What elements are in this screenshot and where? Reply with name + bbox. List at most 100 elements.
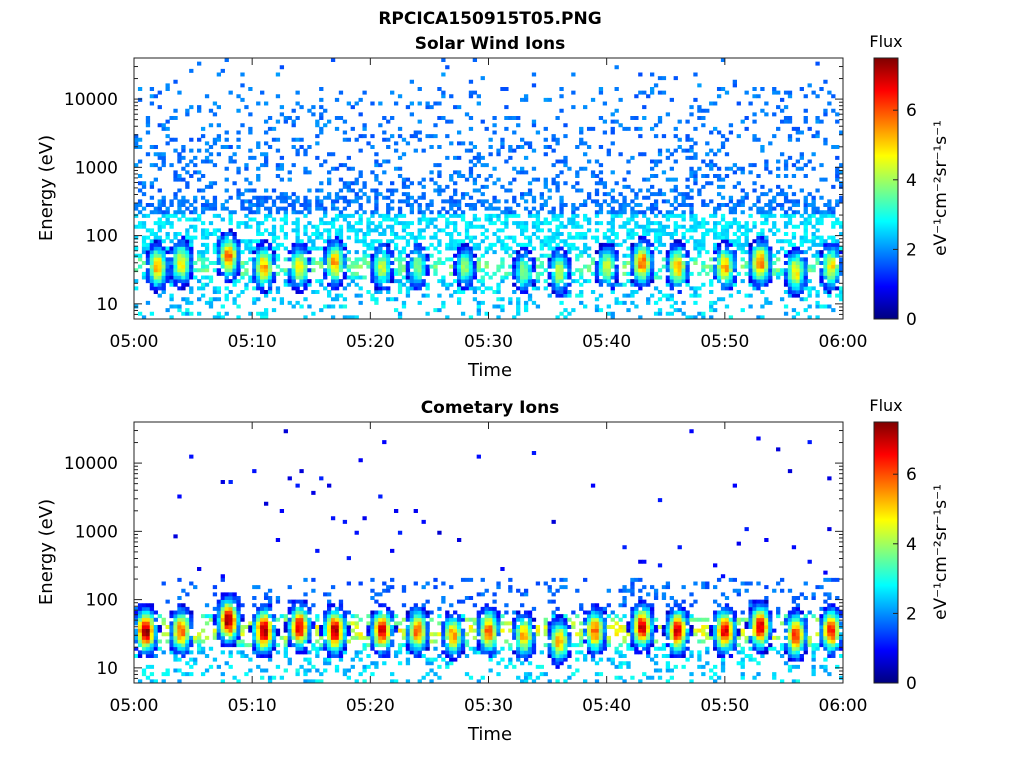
heatmap-cell <box>303 195 308 200</box>
heatmap-cell <box>598 293 604 298</box>
heatmap-cell <box>724 239 730 244</box>
heatmap-cell <box>386 635 391 640</box>
heatmap-cell <box>728 130 734 135</box>
heatmap-cell <box>323 304 328 309</box>
heatmap-cell <box>228 614 233 619</box>
heatmap-cell <box>330 603 336 608</box>
heatmap-cell <box>374 192 379 197</box>
heatmap-cell <box>350 188 355 193</box>
heatmap-cell <box>456 213 462 218</box>
heatmap-cell <box>492 166 497 171</box>
heatmap-cell <box>716 184 722 189</box>
heatmap-cell <box>575 293 580 298</box>
heatmap-cell <box>354 635 359 640</box>
heatmap-cell <box>630 250 635 255</box>
cometary-heatmap <box>134 429 844 684</box>
heatmap-cell <box>539 203 544 207</box>
heatmap-cell <box>590 235 596 240</box>
heatmap-cell <box>736 221 741 226</box>
heatmap-cell <box>610 221 615 226</box>
heatmap-cell <box>783 304 789 309</box>
heatmap-cell <box>338 599 344 604</box>
heatmap-cell <box>401 177 407 182</box>
heatmap-cell <box>456 264 462 269</box>
heatmap-cell <box>260 232 265 236</box>
heatmap-cell <box>728 242 734 247</box>
heatmap-cell <box>224 137 229 142</box>
heatmap-cell <box>279 228 285 233</box>
heatmap-cell <box>752 282 757 287</box>
heatmap-cell <box>307 657 312 662</box>
heatmap-cell <box>464 271 470 276</box>
heatmap-cell <box>401 221 407 226</box>
heatmap-cell <box>464 232 470 236</box>
heatmap-cell <box>279 614 285 619</box>
heatmap-cell <box>606 268 611 273</box>
heatmap-cell <box>799 152 804 157</box>
heatmap-cell <box>634 213 639 218</box>
heatmap-cell <box>263 606 269 611</box>
heatmap-cell <box>752 181 757 186</box>
heatmap-cell <box>520 275 525 280</box>
heatmap-cell <box>425 661 430 666</box>
heatmap-cell <box>244 654 249 658</box>
heatmap-cell <box>240 639 245 644</box>
heatmap-cell <box>141 672 147 677</box>
heatmap-cell <box>449 242 454 247</box>
heatmap-cell <box>252 279 257 284</box>
heatmap-cell <box>177 246 182 251</box>
heatmap-cell <box>382 654 387 658</box>
heatmap-cell <box>362 257 367 262</box>
heatmap-cell <box>531 119 537 124</box>
heatmap-cell <box>791 275 797 280</box>
heatmap-cell <box>157 239 162 244</box>
heatmap-cell <box>181 311 186 316</box>
heatmap-cell <box>791 210 797 215</box>
heatmap-cell <box>275 632 281 637</box>
heatmap-cell <box>319 632 324 637</box>
heatmap-cell <box>559 170 564 175</box>
heatmap-cell <box>212 315 218 320</box>
heatmap-cell <box>165 213 170 218</box>
heatmap-cell <box>224 610 229 615</box>
heatmap-cell <box>299 650 304 655</box>
heatmap-cell <box>736 203 741 207</box>
heatmap-cell <box>831 286 836 291</box>
heatmap-cell <box>256 264 261 269</box>
heatmap-cell <box>523 170 529 175</box>
heatmap-cell <box>839 184 844 189</box>
heatmap-cell <box>768 170 773 175</box>
heatmap-cell <box>193 235 198 240</box>
heatmap-cell <box>713 246 718 251</box>
heatmap-cell <box>752 246 757 251</box>
heatmap-cell <box>815 217 820 222</box>
heatmap-cell <box>244 166 249 171</box>
heatmap-cell <box>145 635 151 640</box>
heatmap-cell <box>772 195 777 200</box>
heatmap-cell <box>311 112 316 117</box>
heatmap-cell <box>141 603 147 608</box>
heatmap-cell <box>752 188 757 193</box>
heatmap-cell <box>134 224 139 229</box>
heatmap-cell <box>283 217 288 222</box>
heatmap-cell <box>260 268 265 273</box>
heatmap-cell <box>303 679 308 684</box>
heatmap-cell <box>413 242 418 247</box>
heatmap-cell <box>496 206 501 211</box>
heatmap-cell <box>622 293 627 298</box>
heatmap-cell <box>346 675 351 680</box>
heatmap-cell <box>252 155 257 160</box>
heatmap-cell <box>417 639 422 644</box>
heatmap-cell <box>508 155 513 160</box>
heatmap-cell <box>307 628 312 633</box>
heatmap-cell <box>716 203 722 207</box>
heatmap-cell <box>638 134 643 139</box>
heatmap-cell <box>275 163 281 168</box>
heatmap-cell <box>197 297 202 302</box>
heatmap-cell <box>145 257 151 262</box>
heatmap-cell <box>240 221 245 226</box>
heatmap-cell <box>760 108 765 113</box>
heatmap-cell <box>397 134 403 139</box>
heatmap-cell <box>149 181 155 186</box>
heatmap-cell <box>149 614 155 619</box>
